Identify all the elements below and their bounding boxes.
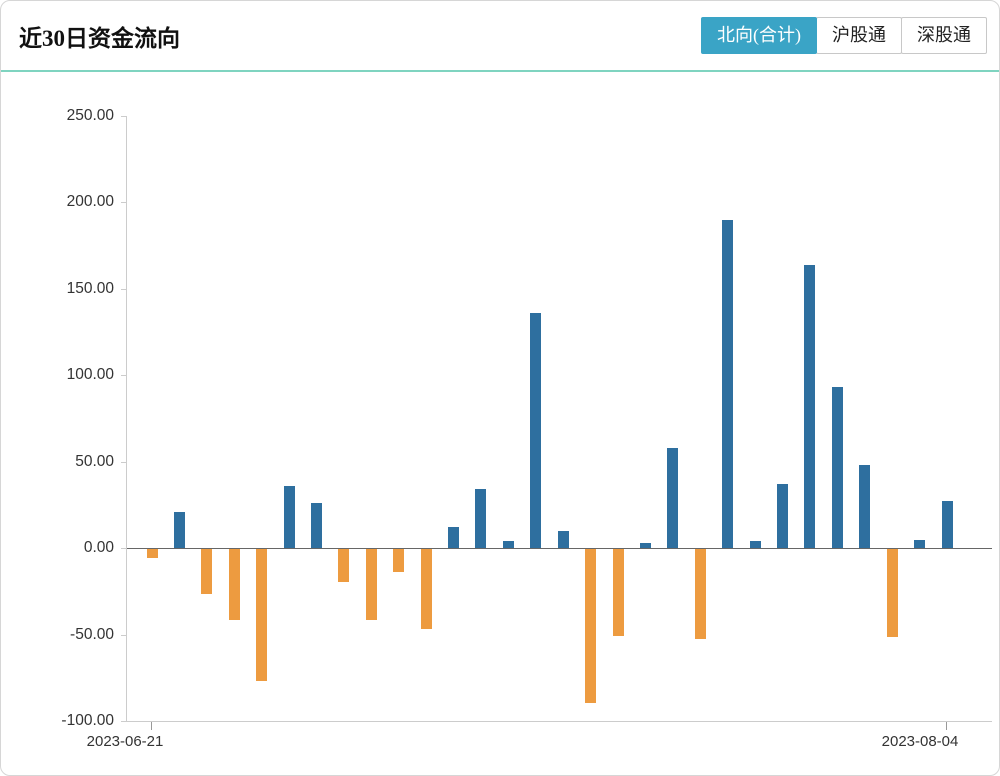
bar-inflow (310, 503, 322, 549)
bar-inflow (502, 541, 514, 549)
bar-inflow (557, 530, 569, 549)
bar-inflow (831, 387, 843, 549)
y-axis-tick-label: -100.00 (61, 712, 114, 729)
bar-inflow (859, 465, 871, 549)
header-divider (1, 70, 999, 72)
y-axis-tick (121, 202, 127, 204)
y-axis-tick (121, 116, 127, 117)
bar-inflow (173, 511, 185, 549)
bar-inflow (722, 219, 734, 549)
bar-outflow (201, 549, 213, 595)
tab-group: 北向(合计) 沪股通 深股通 (701, 16, 987, 55)
bar-inflow (749, 541, 761, 549)
page-title: 近30日资金流向 (19, 25, 180, 51)
x-axis-label-end: 2023-08-04 (881, 733, 959, 750)
y-axis-tick-label: 100.00 (66, 366, 114, 384)
y-axis-tick (121, 548, 127, 550)
bar-outflow (393, 549, 405, 572)
y-axis-tick (121, 461, 127, 463)
y-axis-tick (121, 288, 127, 290)
x-axis-tick (151, 722, 152, 730)
header: 近30日资金流向 北向(合计) 沪股通 深股通 (1, 1, 999, 70)
bar-outflow (338, 549, 350, 582)
bar-outflow (694, 549, 706, 640)
x-axis-tick (946, 722, 947, 730)
y-axis-tick (121, 634, 127, 636)
y-axis-tick-label: -50.00 (70, 625, 114, 643)
zero-axis-line (127, 548, 992, 550)
bar-outflow (585, 549, 597, 703)
y-axis-tick (121, 721, 127, 722)
bar-inflow (941, 501, 953, 549)
y-axis-tick-label: 50.00 (75, 452, 114, 470)
y-axis-tick-label: 250.00 (66, 107, 114, 124)
bar-outflow (228, 549, 240, 620)
y-axis-tick-label: 200.00 (66, 193, 114, 211)
bar-outflow (256, 549, 268, 681)
bar-inflow (639, 542, 651, 549)
bar-inflow (283, 485, 295, 549)
bar-inflow (475, 489, 487, 549)
plot-area (121, 116, 992, 722)
bar-inflow (914, 539, 926, 549)
tab-northbound-total[interactable]: 北向(合计) (701, 16, 817, 55)
bar-outflow (420, 549, 432, 629)
bar-outflow (365, 549, 377, 620)
bar-inflow (777, 484, 789, 549)
y-axis-labels: 250.00 200.00 150.00 100.00 50.00 0.00 -50.00 -… (1, 107, 114, 729)
bar-outflow (612, 549, 624, 636)
tab-shenzhen-connect[interactable]: 深股通 (901, 16, 987, 55)
bar-inflow (667, 447, 679, 549)
bar-outflow (886, 549, 898, 638)
x-axis-label-start: 2023-06-21 (86, 733, 164, 750)
y-axis-tick-label: 150.00 (66, 279, 114, 297)
y-axis-tick (121, 375, 127, 377)
bar-inflow (448, 527, 460, 549)
bar-inflow (804, 264, 816, 549)
bar-inflow (530, 313, 542, 549)
bar-outflow (146, 549, 158, 558)
y-axis-tick-label: 0.00 (83, 539, 114, 557)
